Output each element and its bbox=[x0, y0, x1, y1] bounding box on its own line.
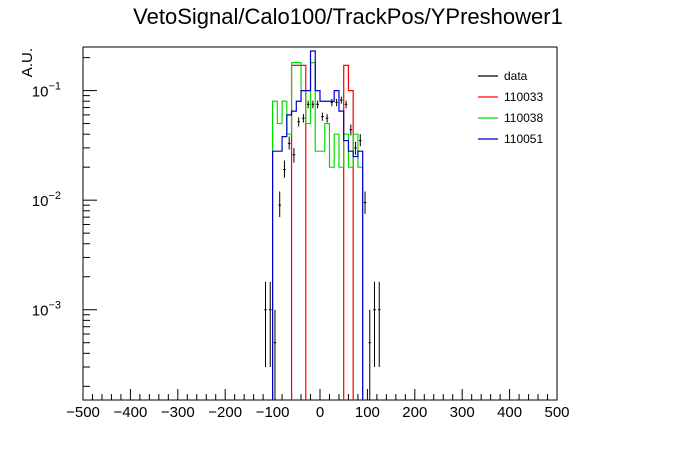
data-point bbox=[330, 98, 334, 107]
x-tick-label: 100 bbox=[355, 404, 380, 421]
data-point bbox=[377, 281, 381, 368]
x-tick-label: −100 bbox=[256, 404, 290, 421]
x-tick-label: 400 bbox=[497, 404, 522, 421]
x-tick-label: −400 bbox=[114, 404, 148, 421]
series-110051-line bbox=[272, 50, 364, 400]
data-point bbox=[311, 100, 315, 109]
data-point bbox=[363, 191, 367, 214]
data-point bbox=[287, 136, 291, 150]
x-tick-label: 500 bbox=[544, 404, 569, 421]
x-tick-label: 300 bbox=[450, 404, 475, 421]
legend-label: 110051 bbox=[504, 132, 543, 146]
data-point bbox=[283, 160, 286, 178]
data-point bbox=[302, 114, 305, 123]
legend-label: 110038 bbox=[504, 111, 543, 125]
y-tick-label: 10−1 bbox=[32, 81, 61, 101]
legend-label: data bbox=[504, 69, 528, 83]
data-point bbox=[297, 117, 300, 127]
data-point bbox=[335, 98, 338, 107]
x-axis-ticks: −500 −400 −300 −200 −100 0 100 200 300 400 500 bbox=[66, 389, 570, 421]
data-point bbox=[306, 100, 310, 109]
data-point bbox=[325, 114, 329, 123]
data-point bbox=[292, 147, 296, 163]
data-point bbox=[321, 112, 324, 121]
data-point bbox=[278, 191, 282, 218]
x-tick-label: 0 bbox=[316, 404, 324, 421]
data-point bbox=[349, 124, 353, 136]
y-axis-label: A.U. bbox=[19, 48, 36, 77]
y-axis-ticks: 10−1 10−2 10−3 bbox=[32, 57, 97, 387]
series-group bbox=[264, 50, 381, 400]
data-point bbox=[316, 100, 319, 109]
x-tick-label: 200 bbox=[402, 404, 427, 421]
data-point bbox=[373, 281, 376, 368]
chart-title: VetoSignal/Calo100/TrackPos/YPreshower1 bbox=[133, 4, 563, 29]
data-point bbox=[268, 281, 272, 368]
x-tick-label: −200 bbox=[208, 404, 242, 421]
legend: data 110033 110038 110051 bbox=[478, 69, 543, 146]
data-point bbox=[264, 281, 267, 368]
x-tick-label: −300 bbox=[161, 404, 195, 421]
y-tick-label: 10−2 bbox=[32, 190, 61, 210]
series-110038-line bbox=[272, 62, 364, 400]
legend-label: 110033 bbox=[504, 90, 543, 104]
y-tick-label: 10−3 bbox=[32, 300, 61, 320]
data-point bbox=[354, 141, 357, 155]
data-point bbox=[368, 309, 372, 400]
data-point bbox=[340, 96, 343, 104]
data-point bbox=[358, 134, 362, 147]
data-point bbox=[344, 100, 348, 109]
x-tick-label: −500 bbox=[66, 404, 100, 421]
data-point bbox=[273, 309, 277, 400]
